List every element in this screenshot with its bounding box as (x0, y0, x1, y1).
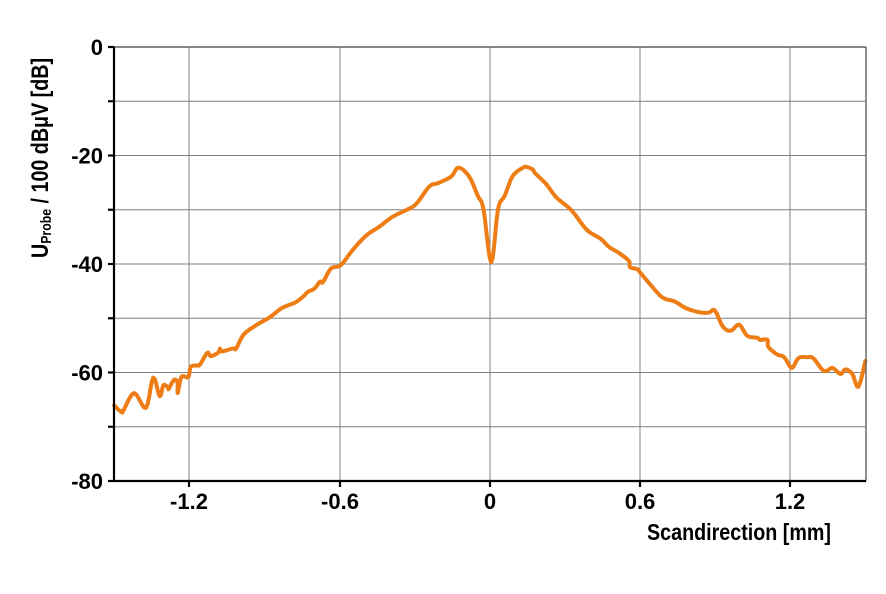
svg-text:-60: -60 (71, 361, 103, 386)
svg-text:-1.2: -1.2 (170, 489, 208, 514)
svg-text:-80: -80 (71, 469, 103, 494)
svg-text:-20: -20 (71, 144, 103, 169)
svg-text:-0.6: -0.6 (321, 489, 359, 514)
svg-text:0: 0 (484, 489, 496, 514)
svg-text:-40: -40 (71, 252, 103, 277)
svg-text:1.2: 1.2 (775, 489, 806, 514)
svg-text:0.6: 0.6 (625, 489, 656, 514)
svg-text:Scandirection [mm]: Scandirection [mm] (647, 519, 831, 545)
svg-text:0: 0 (91, 35, 103, 60)
